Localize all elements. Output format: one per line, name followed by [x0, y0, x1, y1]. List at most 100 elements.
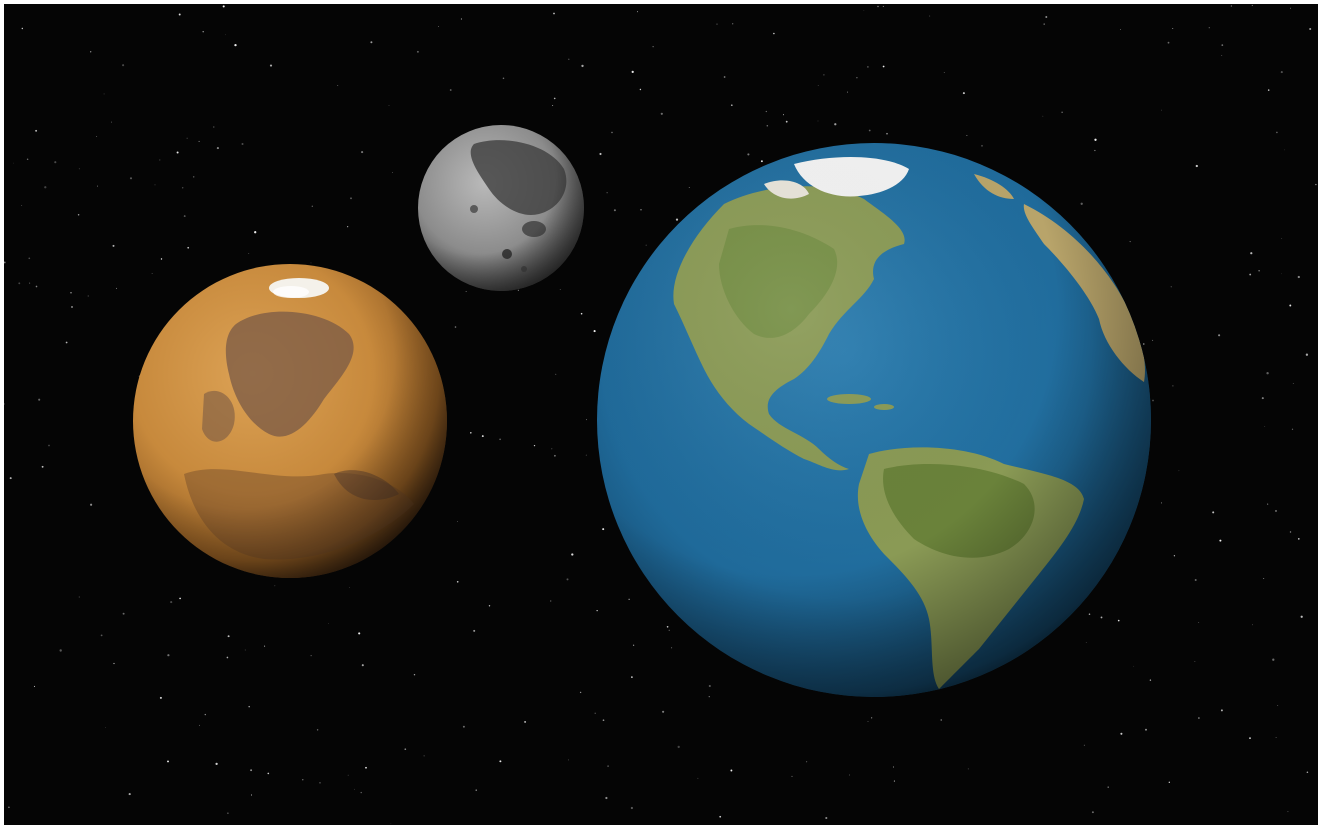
star [1249, 273, 1252, 276]
star [823, 74, 825, 76]
star [154, 184, 156, 186]
star [553, 97, 556, 100]
star [630, 806, 634, 810]
star [929, 15, 931, 17]
star [1170, 286, 1172, 288]
star [747, 153, 750, 156]
star [602, 719, 605, 722]
star [319, 782, 321, 784]
star [216, 147, 219, 150]
star [585, 454, 587, 456]
star [502, 77, 505, 80]
star [65, 341, 68, 344]
star [1194, 661, 1196, 662]
star [90, 51, 92, 53]
star [1291, 428, 1294, 430]
star [1290, 7, 1291, 9]
star [225, 34, 226, 36]
star [517, 289, 519, 291]
star [1100, 616, 1103, 619]
star [1305, 353, 1309, 356]
star [29, 282, 31, 284]
star [571, 553, 574, 556]
star [732, 23, 734, 25]
star [38, 398, 41, 401]
star [404, 748, 407, 751]
star [586, 419, 587, 421]
star [730, 104, 733, 107]
star [28, 257, 31, 260]
star [248, 705, 250, 708]
star [631, 70, 634, 74]
star [825, 816, 828, 820]
star [1161, 502, 1162, 504]
star [666, 625, 669, 628]
star [181, 187, 184, 189]
star [1276, 131, 1278, 134]
star [199, 724, 200, 726]
star [981, 144, 983, 147]
star [71, 306, 73, 308]
star [1107, 786, 1109, 788]
star [1080, 202, 1083, 205]
star [456, 581, 459, 583]
star [1281, 273, 1282, 275]
star [867, 721, 869, 722]
star [871, 717, 873, 719]
star [35, 285, 38, 288]
star [198, 140, 200, 142]
star [274, 585, 276, 587]
star [1143, 343, 1145, 345]
star [1292, 382, 1294, 384]
star [611, 131, 613, 134]
star [4, 261, 6, 264]
star [390, 823, 392, 825]
star [1277, 705, 1279, 706]
star [645, 244, 647, 246]
star [204, 713, 206, 716]
star [1219, 539, 1222, 542]
star [110, 121, 112, 123]
star [856, 76, 858, 79]
star [559, 289, 561, 290]
star [580, 312, 583, 315]
star [593, 330, 596, 333]
star [817, 85, 819, 86]
star [159, 696, 162, 699]
star [1208, 27, 1210, 29]
star [677, 745, 680, 749]
star [18, 282, 21, 285]
star [413, 673, 416, 676]
star [594, 712, 596, 714]
star [524, 720, 527, 723]
star [97, 185, 98, 187]
star [1264, 426, 1266, 427]
star [1083, 744, 1085, 746]
star [254, 231, 257, 234]
star [462, 725, 465, 728]
star [328, 623, 329, 624]
star [943, 71, 945, 73]
star [868, 129, 871, 132]
star [1287, 811, 1289, 813]
star [499, 760, 502, 763]
star [302, 779, 304, 781]
star [1094, 138, 1097, 141]
star [370, 41, 373, 44]
star [499, 438, 501, 441]
star [637, 11, 639, 13]
star [554, 454, 556, 457]
star [1263, 578, 1265, 579]
star [966, 135, 968, 136]
star [1043, 23, 1045, 25]
star [765, 110, 767, 113]
star [349, 587, 350, 588]
star [160, 258, 163, 260]
star [159, 159, 161, 161]
star [550, 600, 552, 602]
star [222, 5, 225, 8]
star [388, 105, 390, 106]
star [602, 528, 605, 531]
star [533, 444, 536, 447]
star [708, 684, 711, 688]
